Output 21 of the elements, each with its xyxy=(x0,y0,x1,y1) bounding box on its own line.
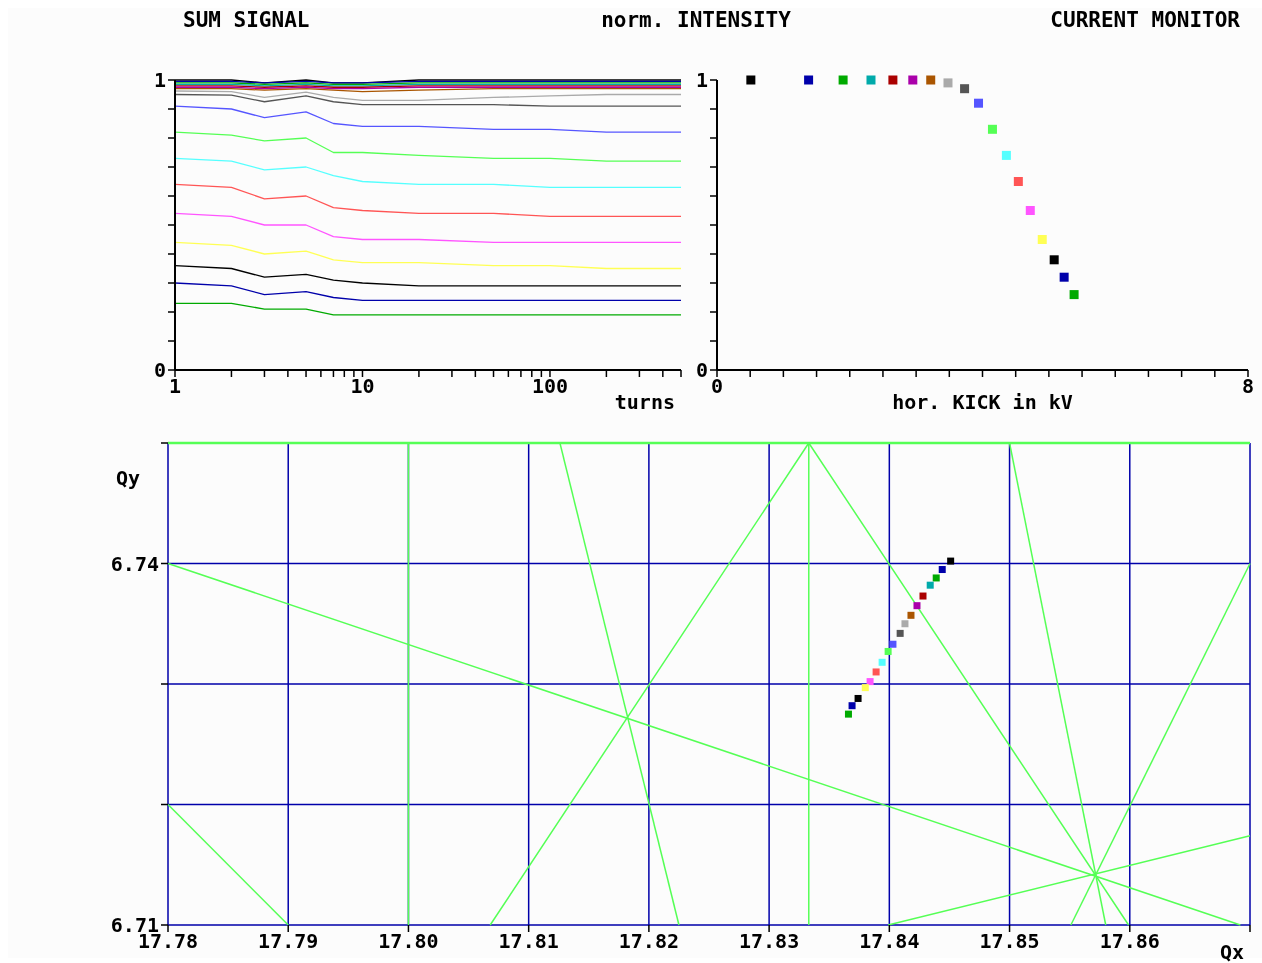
x-tick-label: 8 xyxy=(1241,374,1255,399)
x-tick-label: 17.83 xyxy=(739,929,800,954)
y-tick-label: 1 xyxy=(153,68,166,93)
y-axis-title: norm. INTENSITY xyxy=(601,8,791,32)
x-axis-title: turns xyxy=(614,390,675,414)
x-axis-title: Qx xyxy=(1219,940,1244,963)
x-tick-label: 17.86 xyxy=(1099,929,1160,954)
chart-title: CURRENT MONITOR xyxy=(1050,8,1240,32)
x-axis-title: hor. KICK in kV xyxy=(892,390,1073,414)
x-tick-label: 10 xyxy=(350,374,375,399)
x-tick-label: 17.80 xyxy=(378,929,439,954)
x-tick-label: 100 xyxy=(531,374,569,399)
y-tick-label: 6.74 xyxy=(110,551,159,576)
x-tick-label: 17.84 xyxy=(859,929,920,954)
y-axis-title: Qy xyxy=(115,466,140,491)
x-tick-label: 17.79 xyxy=(258,929,319,954)
chart-title: SUM SIGNAL xyxy=(183,8,310,32)
x-tick-label: 17.82 xyxy=(618,929,679,954)
x-tick-label: 17.85 xyxy=(979,929,1040,954)
x-tick-label: 17.81 xyxy=(498,929,559,954)
y-tick-label: 0 xyxy=(153,358,166,383)
